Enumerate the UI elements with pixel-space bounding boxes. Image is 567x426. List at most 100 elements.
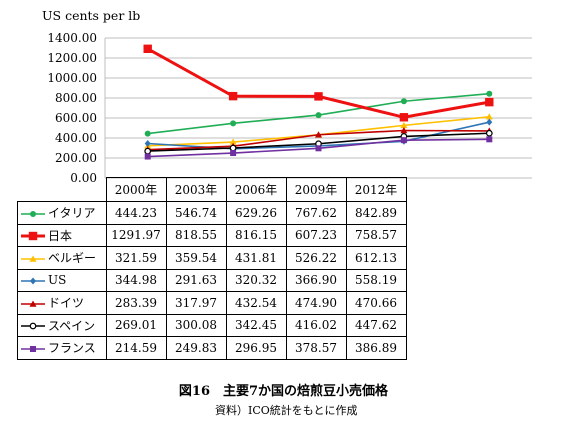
table-column-header: 2009年: [285, 177, 347, 202]
table-cell-value: 444.23: [105, 201, 167, 225]
table-cell-value: 431.81: [225, 246, 287, 270]
legend-entry: 日本: [17, 223, 107, 247]
table-cell-value: 558.19: [345, 268, 407, 292]
data-point-marker: [30, 210, 36, 217]
legend-label: US: [48, 273, 67, 288]
data-point-marker: [144, 147, 152, 155]
data-point-marker: [28, 232, 38, 241]
data-point-marker: [30, 277, 36, 285]
table-row: ベルギー 321.59 359.54 431.81 526.22 612.13: [17, 246, 407, 270]
table-cell-value: 470.66: [345, 291, 407, 315]
data-point-marker: [485, 113, 493, 120]
data-point-marker: [230, 150, 237, 157]
data-point-marker: [29, 255, 37, 262]
table-cell-value: 249.83: [165, 336, 227, 360]
legend-key-icon: [21, 300, 45, 307]
data-point-marker: [144, 130, 151, 137]
table-cell-value: 342.45: [225, 313, 287, 337]
data-point-marker: [314, 92, 323, 101]
legend-entry: ドイツ: [17, 291, 107, 315]
table-cell-value: 767.62: [285, 201, 347, 225]
data-point-marker: [400, 98, 407, 105]
table-row: イタリア 444.23 546.74 629.26 767.62 842.89: [17, 201, 407, 225]
table-column-header: 2006年: [225, 177, 287, 202]
y-tick-labels: 0.00200.00400.00600.00800.001000.001200.…: [47, 31, 97, 185]
data-point-marker: [230, 120, 237, 127]
series-line: [144, 90, 493, 137]
data-point-marker: [228, 91, 238, 101]
table-cell-value: 432.54: [225, 291, 287, 315]
table-row: ドイツ 283.39 317.97 432.54 474.90 470.66: [17, 291, 407, 315]
data-point-marker: [144, 140, 151, 148]
series-line: [144, 136, 493, 160]
data-point-marker: [400, 137, 407, 144]
data-point-marker: [315, 112, 322, 119]
table-cell-value: 546.74: [165, 201, 227, 225]
data-point-marker: [486, 136, 493, 143]
legend-entry: ベルギー: [17, 246, 107, 270]
data-point-marker: [400, 121, 408, 129]
table-column-header: 2000年: [105, 177, 167, 202]
table-cell-value: 359.54: [165, 246, 227, 270]
table-cell-value: 321.59: [105, 246, 167, 270]
y-tick-label: 600.00: [55, 111, 97, 125]
table-cell-value: 296.95: [225, 336, 287, 360]
series-lines: [143, 44, 494, 160]
table-cell-value: 291.63: [165, 268, 227, 292]
legend-entry: スペイン: [17, 313, 107, 337]
legend-key-icon: [21, 322, 45, 330]
y-tick-label: 1200.00: [47, 51, 97, 65]
legend-label: ドイツ: [48, 296, 85, 311]
table-cell-value: 320.32: [225, 268, 287, 292]
y-tick-label: 1400.00: [47, 31, 97, 45]
table-cell-value: 269.01: [105, 313, 167, 337]
table-cell-value: 474.90: [285, 291, 347, 315]
source-note: 資料）ICO統計をもとに作成: [215, 404, 358, 417]
table-row: フランス 214.59 249.83 296.95 378.57 386.89: [17, 336, 407, 360]
table-cell-value: 386.89: [345, 336, 407, 360]
table-cell-value: 378.57: [285, 336, 347, 360]
data-point-marker: [29, 322, 37, 330]
table-row: US 344.98 291.63 320.32 366.90 558.19: [17, 268, 407, 292]
legend-entry: US: [17, 268, 107, 292]
series-path: [146, 47, 490, 119]
data-point-marker: [229, 138, 237, 145]
legend-label: イタリア: [48, 206, 96, 221]
legend-key-icon: [21, 255, 45, 262]
legend-key-icon: [21, 277, 45, 285]
data-point-marker: [486, 90, 493, 97]
table-row: スペイン 269.01 300.08 342.45 416.02 447.62: [17, 313, 407, 337]
data-point-marker: [143, 44, 152, 54]
table-row: 日本 1291.97 818.55 816.15 607.23 758.57: [17, 223, 407, 247]
y-tick-label: 1000.00: [47, 71, 97, 85]
data-point-marker: [229, 144, 237, 152]
data-point-marker: [486, 118, 493, 126]
data-point-marker: [485, 97, 494, 107]
legend-key-icon: [21, 210, 45, 217]
table-cell-value: 612.13: [345, 246, 407, 270]
table-cell-value: 526.22: [285, 246, 347, 270]
table-cell-value: 317.97: [165, 291, 227, 315]
table-cell-value: 816.15: [225, 223, 287, 247]
legend-label: フランス: [48, 341, 96, 356]
table-cell-value: 842.89: [345, 201, 407, 225]
data-point-marker: [400, 127, 408, 134]
legend-label: スペイン: [48, 318, 96, 333]
table-column-header: 2003年: [165, 177, 227, 202]
data-point-marker: [315, 131, 322, 138]
data-point-marker: [30, 345, 36, 352]
table-cell-value: 300.08: [165, 313, 227, 337]
table-cell-value: 758.57: [345, 223, 407, 247]
table-cell-value: 214.59: [105, 336, 167, 360]
y-tick-label: 200.00: [55, 151, 97, 165]
legend-label: ベルギー: [48, 251, 97, 266]
data-point-marker: [144, 153, 151, 160]
legend-entry: フランス: [17, 336, 107, 360]
table-cell-value: 1291.97: [105, 223, 167, 247]
table-cell-value: 283.39: [105, 291, 167, 315]
y-tick-label: 800.00: [55, 91, 97, 105]
table-column-header: 2012年: [345, 177, 407, 202]
table-cell-value: 447.62: [345, 313, 407, 337]
table-header-row: 2000年 2003年 2006年 2009年 2012年: [17, 177, 407, 202]
